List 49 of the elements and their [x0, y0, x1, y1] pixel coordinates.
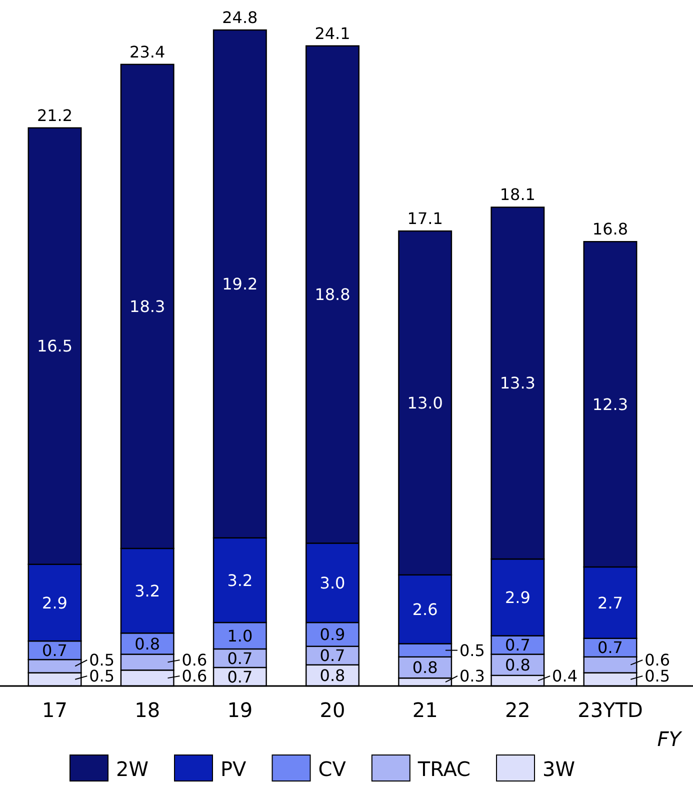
- data-label: 18.3: [130, 297, 166, 316]
- data-label: 0.7: [504, 636, 530, 655]
- data-label: 12.3: [592, 394, 628, 414]
- data-label: 0.7: [598, 638, 623, 658]
- legend-label: PV: [220, 757, 247, 781]
- data-label: 2.9: [42, 593, 68, 612]
- x-tick-label: 21: [412, 698, 438, 722]
- data-label: 0.8: [320, 666, 346, 686]
- total-label: 17.1: [407, 209, 443, 228]
- data-label: 3.2: [134, 581, 160, 600]
- data-label: 0.8: [504, 655, 530, 674]
- x-tick-label: 19: [227, 698, 253, 722]
- data-label: 0.7: [42, 640, 68, 660]
- total-label: 24.1: [314, 24, 350, 43]
- total-label: 24.8: [222, 8, 258, 27]
- x-tick-label: 22: [504, 698, 530, 722]
- data-label: 19.2: [222, 274, 258, 294]
- data-label: 2.6: [412, 600, 438, 619]
- legend-label: 3W: [542, 757, 576, 781]
- legend-label: TRAC: [416, 757, 471, 781]
- data-label: 0.4: [552, 666, 578, 686]
- data-label: 0.8: [412, 658, 438, 678]
- data-label: 2.7: [598, 593, 623, 612]
- data-label: 0.7: [227, 667, 253, 686]
- data-label: 0.7: [320, 646, 346, 666]
- x-tick-label: 20: [320, 698, 346, 722]
- data-label: 1.0: [227, 626, 253, 646]
- x-tick-label: 18: [134, 698, 160, 722]
- data-label: 0.3: [459, 666, 485, 686]
- data-label: 13.3: [500, 374, 536, 393]
- data-label: 0.7: [227, 648, 253, 668]
- data-label: 3.2: [227, 570, 253, 590]
- data-label: 0.8: [134, 634, 160, 654]
- total-label: 18.1: [500, 185, 536, 204]
- data-label: 18.8: [314, 285, 350, 304]
- x-tick-label: 23YTD: [578, 698, 643, 722]
- data-label: 0.5: [459, 640, 485, 660]
- data-label: 16.5: [36, 336, 73, 356]
- total-label: 16.8: [592, 220, 628, 239]
- x-axis-title: FY: [657, 727, 683, 751]
- data-label: 0.9: [320, 625, 346, 644]
- total-label: 23.4: [130, 42, 166, 62]
- legend-label: 2W: [116, 757, 149, 781]
- x-tick-label: 17: [42, 698, 68, 722]
- data-label: 3.0: [320, 573, 346, 592]
- total-label: 21.2: [36, 106, 73, 125]
- legend-label: CV: [318, 757, 346, 781]
- data-label: 13.0: [407, 394, 443, 413]
- data-label: 2.9: [504, 588, 530, 607]
